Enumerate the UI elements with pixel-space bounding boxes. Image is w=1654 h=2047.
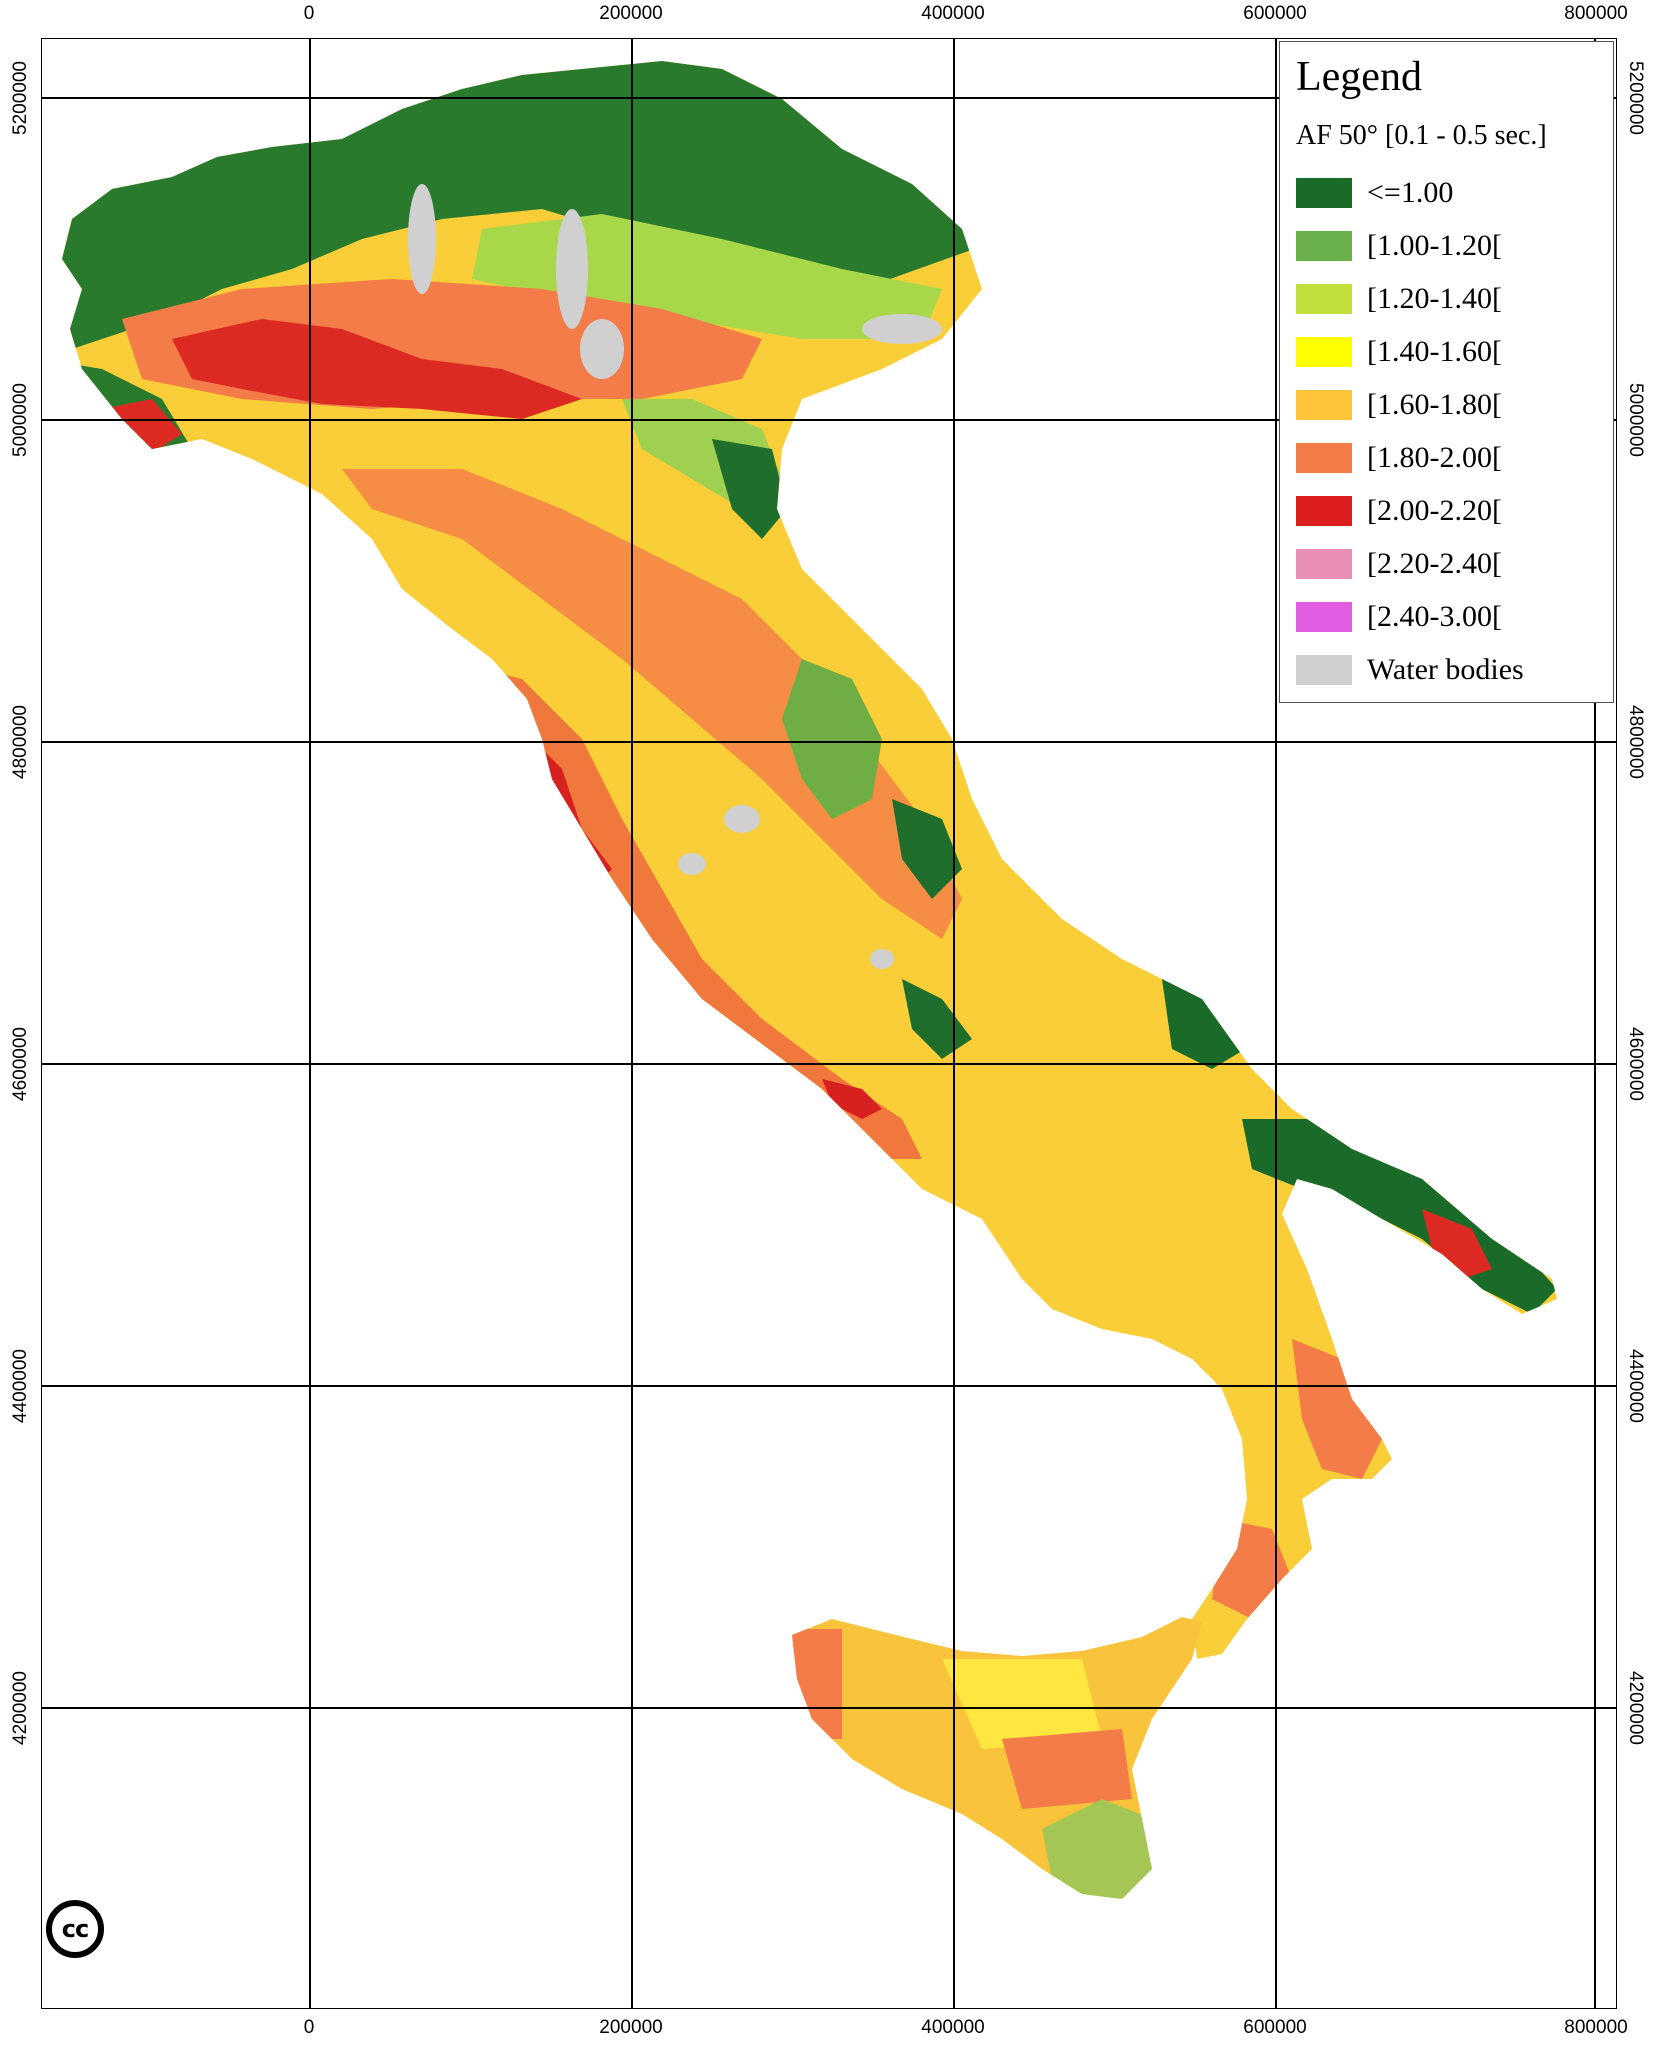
legend: Legend AF 50° [0.1 - 0.5 sec.] <=1.00 [1… <box>1279 41 1614 703</box>
x-tick-top: 0 <box>303 3 315 24</box>
legend-item: [2.00-2.20[ <box>1296 484 1597 537</box>
legend-label: [2.20-2.40[ <box>1367 546 1502 580</box>
legend-item: [1.40-1.60[ <box>1296 325 1597 378</box>
y-tick-left: 4400000 <box>10 1349 31 1423</box>
legend-subtitle: AF 50° [0.1 - 0.5 sec.] <box>1296 120 1547 151</box>
legend-item: [1.60-1.80[ <box>1296 378 1597 431</box>
y-tick-right: 4400000 <box>1625 1349 1646 1423</box>
legend-item: [2.20-2.40[ <box>1296 537 1597 590</box>
y-tick-left: 4200000 <box>10 1671 31 1745</box>
legend-swatch <box>1296 283 1352 314</box>
creative-commons-icon: cc <box>46 1900 104 1958</box>
x-tick-bottom: 200000 <box>599 2017 663 2038</box>
x-tick-top: 600000 <box>1243 3 1307 24</box>
x-tick-bottom: 0 <box>303 2017 315 2038</box>
x-tick-top: 800000 <box>1564 3 1628 24</box>
x-tick-bottom: 400000 <box>921 2017 985 2038</box>
legend-item: [1.20-1.40[ <box>1296 272 1597 325</box>
legend-label: [1.00-1.20[ <box>1367 228 1502 262</box>
y-tick-right: 4800000 <box>1625 705 1646 779</box>
y-tick-left: 5000000 <box>10 383 31 457</box>
legend-item: <=1.00 <box>1296 166 1597 219</box>
x-tick-bottom: 800000 <box>1564 2017 1628 2038</box>
legend-swatch <box>1296 442 1352 473</box>
x-tick-top: 200000 <box>599 3 663 24</box>
legend-label: [1.40-1.60[ <box>1367 334 1502 368</box>
x-tick-top: 400000 <box>921 3 985 24</box>
legend-label: [1.60-1.80[ <box>1367 387 1502 421</box>
y-tick-left: 4600000 <box>10 1027 31 1101</box>
legend-label: [1.80-2.00[ <box>1367 440 1502 474</box>
legend-label: [2.00-2.20[ <box>1367 493 1502 527</box>
legend-label: [1.20-1.40[ <box>1367 281 1502 315</box>
y-tick-right: 4200000 <box>1625 1671 1646 1745</box>
legend-swatch <box>1296 601 1352 632</box>
legend-swatch <box>1296 230 1352 261</box>
y-tick-left: 5200000 <box>10 61 31 135</box>
legend-label: [2.40-3.00[ <box>1367 599 1502 633</box>
legend-title: Legend <box>1296 54 1422 100</box>
legend-swatch <box>1296 548 1352 579</box>
y-tick-left: 4800000 <box>10 705 31 779</box>
legend-swatch <box>1296 389 1352 420</box>
legend-label: Water bodies <box>1367 652 1524 686</box>
legend-swatch <box>1296 495 1352 526</box>
y-tick-right: 5000000 <box>1625 383 1646 457</box>
sicily <box>792 1617 1202 1899</box>
y-tick-right: 4600000 <box>1625 1027 1646 1101</box>
legend-item: [1.80-2.00[ <box>1296 431 1597 484</box>
legend-item: [2.40-3.00[ <box>1296 590 1597 643</box>
legend-label: <=1.00 <box>1367 175 1454 209</box>
legend-item: Water bodies <box>1296 643 1597 696</box>
legend-swatch <box>1296 336 1352 367</box>
legend-swatch <box>1296 177 1352 208</box>
y-tick-right: 5200000 <box>1625 61 1646 135</box>
legend-swatch <box>1296 654 1352 685</box>
x-tick-bottom: 600000 <box>1243 2017 1307 2038</box>
italy-map <box>42 39 1616 2008</box>
legend-item: [1.00-1.20[ <box>1296 219 1597 272</box>
